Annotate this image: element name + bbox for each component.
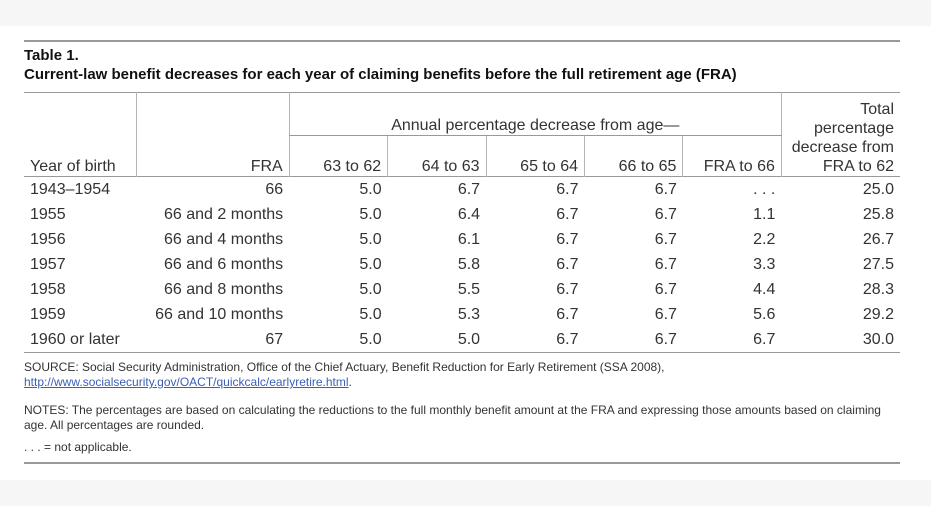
cell-63-to-62: 5.0	[359, 330, 382, 348]
header-total-line3: decrease from	[791, 139, 894, 156]
cell-64-to-63: 5.0	[457, 330, 481, 348]
cell-year: 1956	[30, 230, 66, 248]
cell-year: 1959	[30, 305, 66, 323]
cell-65-to-64: 6.7	[556, 305, 579, 323]
header-total-line4: FRA to 62	[822, 158, 894, 175]
cell-64-to-63: 5.3	[457, 305, 481, 323]
table-row: 1957 66 and 6 months 5.0 5.8 6.7 6.7 3.3…	[24, 252, 900, 277]
header-63-to-62: 63 to 62	[288, 135, 388, 177]
cell-total: 29.2	[862, 305, 894, 323]
cell-64-to-63: 6.7	[457, 180, 481, 198]
cell-total: 30.0	[862, 330, 894, 348]
header-annual-group: Annual percentage decrease from age—	[288, 92, 782, 136]
header-66-to-65: 66 to 65	[583, 135, 683, 177]
top-rule	[24, 40, 900, 42]
not-applicable-note: . . . = not applicable.	[24, 440, 132, 454]
cell-year: 1957	[30, 255, 66, 273]
cell-fra: 66 and 8 months	[163, 280, 284, 298]
cell-63-to-62: 5.0	[359, 180, 382, 198]
table-subtitle: Current-law benefit decreases for each y…	[24, 66, 737, 83]
cell-65-to-64: 6.7	[556, 255, 579, 273]
cell-64-to-63: 6.1	[457, 230, 481, 248]
cell-66-to-65: 6.7	[654, 255, 677, 273]
cell-66-to-65: 6.7	[654, 330, 677, 348]
cell-66-to-65: 6.7	[654, 180, 677, 198]
cell-year: 1943–1954	[30, 180, 111, 198]
cell-65-to-64: 6.7	[556, 280, 579, 298]
cell-total: 26.7	[862, 230, 894, 248]
cell-65-to-64: 6.7	[556, 180, 579, 198]
cell-total: 25.0	[862, 180, 894, 198]
source-text: SOURCE: Social Security Administration, …	[24, 360, 665, 374]
cell-65-to-64: 6.7	[556, 230, 579, 248]
header-year-of-birth: Year of birth	[30, 158, 116, 175]
cell-total: 25.8	[862, 205, 894, 223]
cell-63-to-62: 5.0	[359, 230, 382, 248]
cell-fra-to-66: 3.3	[753, 255, 776, 273]
cell-63-to-62: 5.0	[359, 255, 382, 273]
header-64-to-63: 64 to 63	[387, 135, 487, 177]
cell-66-to-65: 6.7	[654, 230, 677, 248]
header-total-line2: percentage	[813, 120, 894, 137]
cell-year: 1955	[30, 205, 66, 223]
notes-text: NOTES: The percentages are based on calc…	[24, 403, 881, 432]
table-row: 1955 66 and 2 months 5.0 6.4 6.7 6.7 1.1…	[24, 202, 900, 227]
cell-year: 1958	[30, 280, 66, 298]
cell-fra-to-66: . . .	[753, 180, 776, 198]
benefit-table: Year of birth FRA Annual percentage decr…	[24, 92, 900, 353]
cell-65-to-64: 6.7	[556, 330, 579, 348]
table-row: 1958 66 and 8 months 5.0 5.5 6.7 6.7 4.4…	[24, 277, 900, 302]
header-total-line1: Total	[860, 101, 894, 118]
cell-65-to-64: 6.7	[556, 205, 579, 223]
cell-fra-to-66: 4.4	[753, 280, 776, 298]
table-row: 1943–1954 66 5.0 6.7 6.7 6.7 . . . 25.0	[24, 177, 900, 203]
cell-fra: 66 and 2 months	[163, 205, 284, 223]
cell-64-to-63: 5.8	[457, 255, 481, 273]
header-row-1: Year of birth FRA Annual percentage decr…	[24, 92, 900, 177]
table-title: Table 1.	[24, 47, 79, 64]
cell-fra: 66 and 6 months	[163, 255, 284, 273]
source-note: SOURCE: Social Security Administration, …	[24, 360, 894, 390]
cell-63-to-62: 5.0	[359, 305, 382, 323]
cell-66-to-65: 6.7	[654, 305, 677, 323]
table-row: 1960 or later 67 5.0 5.0 6.7 6.7 6.7 30.…	[24, 327, 900, 353]
cell-fra-to-66: 5.6	[753, 305, 776, 323]
cell-63-to-62: 5.0	[359, 280, 382, 298]
header-total: Total percentage decrease from FRA to 62	[780, 92, 900, 177]
cell-fra-to-66: 6.7	[753, 330, 776, 348]
cell-year: 1960 or later	[30, 330, 120, 348]
cell-fra: 66	[265, 180, 284, 198]
cell-66-to-65: 6.7	[654, 205, 677, 223]
cell-66-to-65: 6.7	[654, 280, 677, 298]
cell-fra: 66 and 10 months	[155, 305, 284, 323]
header-fra-to-66: FRA to 66	[682, 135, 782, 177]
cell-fra-to-66: 2.2	[753, 230, 776, 248]
cell-total: 28.3	[862, 280, 894, 298]
cell-64-to-63: 5.5	[457, 280, 481, 298]
header-65-to-64: 65 to 64	[485, 135, 585, 177]
cell-64-to-63: 6.4	[457, 205, 481, 223]
cell-fra-to-66: 1.1	[753, 205, 776, 223]
cell-total: 27.5	[862, 255, 894, 273]
source-suffix: .	[348, 375, 352, 389]
cell-63-to-62: 5.0	[359, 205, 382, 223]
cell-fra: 67	[265, 330, 284, 348]
cell-fra: 66 and 4 months	[163, 230, 284, 248]
source-link[interactable]: http://www.socialsecurity.gov/OACT/quick…	[24, 375, 349, 389]
header-row-2: 63 to 62 64 to 63 65 to 64 66 to 65 FRA …	[24, 135, 900, 177]
header-fra: FRA	[136, 92, 290, 177]
table-row: 1956 66 and 4 months 5.0 6.1 6.7 6.7 2.2…	[24, 227, 900, 252]
bottom-rule	[24, 462, 900, 464]
table-row: 1959 66 and 10 months 5.0 5.3 6.7 6.7 5.…	[24, 302, 900, 327]
